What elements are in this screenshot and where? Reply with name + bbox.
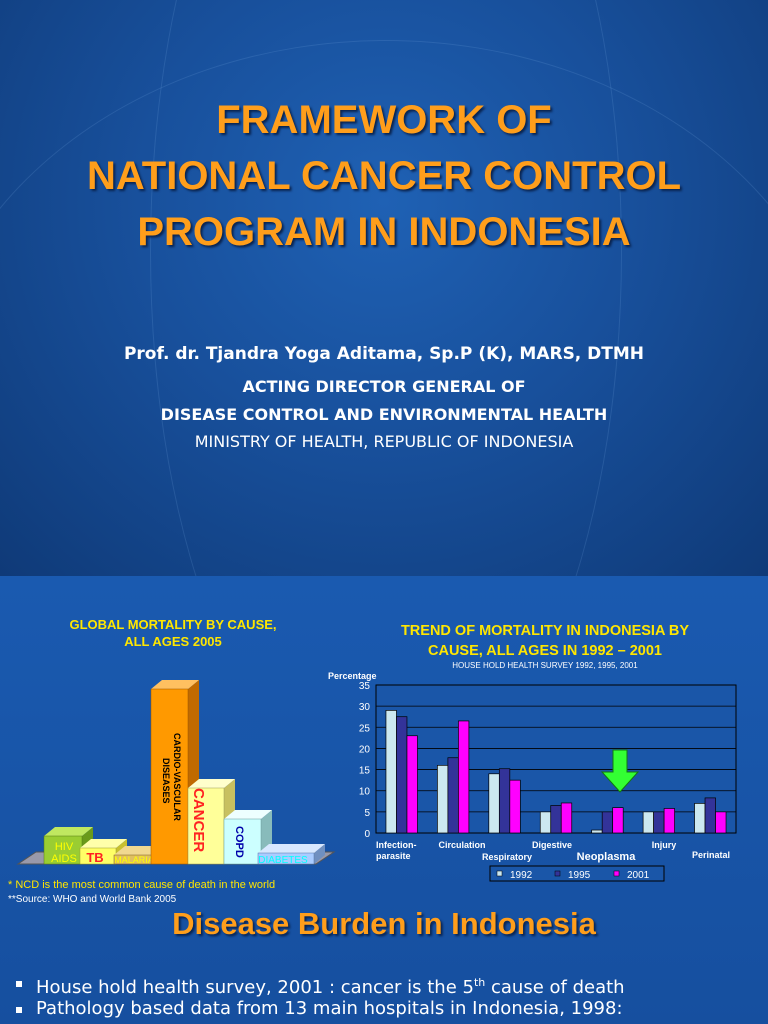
x-tick-label: Respiratory	[482, 852, 532, 862]
bar-2001-injury	[663, 808, 675, 834]
legend-swatch-1995	[554, 870, 561, 877]
neoplasma-highlight-arrow	[600, 749, 640, 793]
label-diabetes: DIABETES	[258, 855, 308, 866]
bullet-1-text: House hold health survey, 2001 : cancer …	[36, 977, 474, 998]
ministry-name: MINISTRY OF HEALTH, REPUBLIC OF INDONESI…	[194, 432, 574, 451]
x-tick-label: Perinatal	[692, 850, 730, 860]
bar-hiv-aids	[43, 827, 93, 865]
trend-ylabel: Percentage	[328, 671, 377, 681]
legend-label-2001: 2001	[627, 870, 650, 881]
trend-legend: 1992 1995 2001	[489, 865, 665, 882]
y-tick-label: 10	[359, 787, 371, 798]
bar-1992-neoplasma	[591, 829, 603, 834]
bar-2001-neoplasma	[612, 807, 624, 834]
bullet-1-text-end: cause of death	[485, 977, 625, 998]
bar-2001-infection-parasite	[406, 735, 418, 834]
bar-1992-digestive	[539, 811, 552, 834]
legend-label-1992: 1992	[510, 870, 533, 881]
x-tick-label: Neoplasma	[577, 851, 637, 863]
bar-cardiovascular	[150, 680, 199, 865]
global-chart-title-line-1: GLOBAL MORTALITY BY CAUSE,	[69, 617, 277, 632]
trend-chart-title-line-2: CAUSE, ALL AGES IN 1992 – 2001	[428, 643, 662, 659]
slide-title: FRAMEWORK OF NATIONAL CANCER CONTROL PRO…	[0, 92, 768, 260]
bar-1992-respiratory	[488, 773, 500, 834]
bar-2001-circulation	[458, 720, 470, 834]
bullet-item: House hold health survey, 2001 : cancer …	[14, 970, 764, 998]
bar-1995-injury	[653, 811, 665, 834]
y-tick-label: 0	[364, 829, 370, 840]
y-tick-label: 35	[359, 681, 371, 692]
label-aids: AIDS	[51, 853, 77, 865]
bar-diabetes	[257, 844, 325, 865]
bar-1995-respiratory	[498, 768, 511, 834]
trend-chart-subtitle: HOUSE HOLD HEALTH SURVEY 1992, 1995, 200…	[452, 661, 638, 670]
bar-1992-infection-parasite	[385, 710, 397, 834]
bar-1995-digestive	[550, 805, 562, 834]
bullet-list: House hold health survey, 2001 : cancer …	[14, 970, 764, 1022]
y-tick-label: 30	[359, 702, 371, 713]
label-cancer: CANCER	[190, 788, 207, 852]
trend-chart-title-line-1: TREND OF MORTALITY IN INDONESIA BY	[400, 623, 690, 639]
bullet-1-superscript: th	[473, 976, 486, 989]
trend-chart-title: TREND OF MORTALITY IN INDONESIA BY CAUSE…	[360, 621, 730, 661]
x-tick-label: Infection-	[376, 840, 417, 850]
bar-1995-neoplasma	[601, 811, 614, 834]
trend-mortality-chart: Percentage 0 5 10 15 20 25 30 35 Infection-para…	[328, 671, 737, 882]
label-cvd-line-2: DISEASES	[161, 758, 171, 804]
title-line-2: NATIONAL CANCER CONTROL	[86, 154, 682, 198]
bar-1995-perinatal	[704, 797, 716, 834]
label-malaria: MALARIA	[114, 855, 154, 865]
bullet-2-text: Pathology based data from 13 main hospit…	[36, 998, 623, 1019]
global-mortality-chart: HIV AIDS TB MALARIA CARDIO-VASCULAR DISE…	[16, 680, 336, 866]
author-role-line-2: DISEASE CONTROL AND ENVIRONMENTAL HEALTH	[160, 405, 608, 424]
global-chart-title: GLOBAL MORTALITY BY CAUSE, ALL AGES 2005	[38, 616, 308, 650]
author-name: Prof. dr. Tjandra Yoga Aditama, Sp.P (K)…	[123, 344, 645, 364]
bar-1995-circulation	[447, 757, 459, 834]
y-tick-label: 25	[359, 723, 371, 734]
y-tick-label: 5	[364, 808, 370, 819]
x-tick-label: parasite	[376, 851, 411, 861]
title-line-3: PROGRAM IN INDONESIA	[137, 210, 631, 254]
trend-x-labels: Infection-parasite Circulation Respiratory…	[376, 840, 730, 863]
bar-2001-digestive	[560, 802, 573, 834]
section-title: Disease Burden in Indonesia	[172, 906, 596, 941]
y-tick-label: 15	[359, 766, 371, 777]
y-tick-label: 20	[359, 744, 371, 755]
label-hiv: HIV	[55, 841, 74, 853]
disease-burden-slide: GLOBAL MORTALITY BY CAUSE, ALL AGES 2005…	[0, 576, 768, 1024]
author-role-line-1: ACTING DIRECTOR GENERAL OF	[242, 377, 526, 396]
background-arc	[150, 0, 622, 576]
x-tick-label: Digestive	[532, 840, 572, 850]
bullet-item: Pathology based data from 13 main hospit…	[14, 996, 764, 1022]
label-cvd-line-1: CARDIO-VASCULAR	[172, 733, 182, 821]
ncd-note: * NCD is the most common cause of death …	[8, 879, 276, 891]
bar-1992-perinatal	[694, 803, 706, 834]
title-slide: FRAMEWORK OF NATIONAL CANCER CONTROL PRO…	[0, 0, 768, 576]
bar-cancer	[187, 779, 235, 865]
bar-2001-perinatal	[715, 811, 727, 834]
legend-swatch-1992	[496, 870, 503, 877]
legend-label-1995: 1995	[568, 870, 591, 881]
bar-1995-infection-parasite	[396, 716, 408, 834]
x-tick-label: Injury	[652, 840, 677, 850]
global-chart-title-line-2: ALL AGES 2005	[124, 634, 222, 649]
trend-bars	[385, 710, 727, 834]
bar-2001-respiratory	[509, 779, 521, 834]
trend-y-ticks: 0 5 10 15 20 25 30 35	[359, 681, 371, 840]
label-copd: COPD	[233, 826, 245, 858]
bullet-square-icon	[16, 1007, 22, 1013]
bullet-square-icon	[16, 981, 22, 987]
label-tb: TB	[86, 850, 103, 865]
bar-1992-injury	[642, 811, 654, 834]
x-tick-label: Circulation	[438, 840, 485, 850]
title-line-1: FRAMEWORK OF	[216, 98, 552, 142]
legend-swatch-2001	[613, 870, 620, 877]
source-note: **Source: WHO and World Bank 2005	[8, 894, 177, 905]
bar-1992-circulation	[437, 764, 449, 834]
